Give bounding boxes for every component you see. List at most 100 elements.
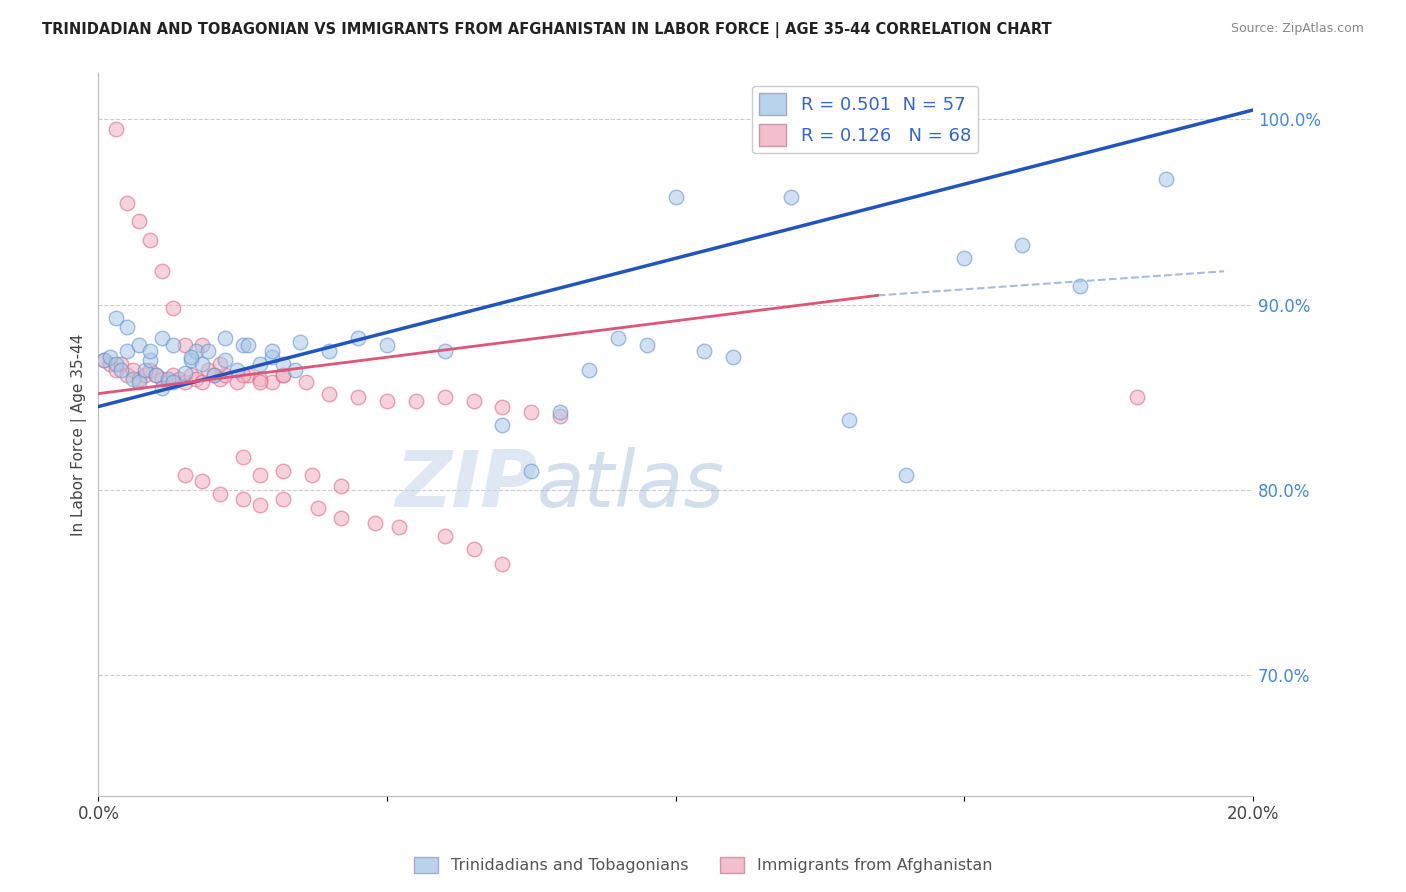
Point	[780, 190, 803, 204]
Point	[162, 338, 184, 352]
Point	[174, 468, 197, 483]
Point	[463, 542, 485, 557]
Point	[115, 319, 138, 334]
Point	[225, 376, 247, 390]
Point	[186, 343, 208, 358]
Point	[134, 362, 156, 376]
Point	[145, 368, 167, 382]
Point	[214, 331, 236, 345]
Point	[134, 368, 156, 382]
Point	[104, 357, 127, 371]
Text: ZIP: ZIP	[395, 447, 537, 523]
Point	[150, 264, 173, 278]
Point	[295, 376, 318, 390]
Point	[318, 343, 340, 358]
Point	[128, 372, 150, 386]
Point	[156, 376, 179, 390]
Point	[271, 492, 294, 507]
Legend: Trinidadians and Tobagonians, Immigrants from Afghanistan: Trinidadians and Tobagonians, Immigrants…	[408, 850, 998, 880]
Point	[191, 474, 214, 488]
Point	[197, 362, 219, 376]
Point	[104, 362, 127, 376]
Point	[139, 353, 162, 368]
Point	[214, 368, 236, 382]
Point	[723, 350, 745, 364]
Point	[271, 357, 294, 371]
Point	[238, 338, 260, 352]
Point	[260, 350, 283, 364]
Point	[491, 557, 513, 571]
Point	[665, 190, 688, 204]
Point	[260, 376, 283, 390]
Point	[953, 252, 976, 266]
Point	[115, 368, 138, 382]
Point	[115, 195, 138, 210]
Point	[139, 343, 162, 358]
Point	[520, 405, 543, 419]
Point	[578, 362, 600, 376]
Point	[208, 486, 231, 500]
Point	[93, 353, 115, 368]
Point	[433, 390, 456, 404]
Point	[174, 366, 197, 380]
Point	[318, 386, 340, 401]
Point	[191, 376, 214, 390]
Point	[150, 372, 173, 386]
Point	[375, 338, 398, 352]
Point	[271, 368, 294, 382]
Point	[1126, 390, 1149, 404]
Point	[1154, 171, 1177, 186]
Point	[180, 368, 202, 382]
Point	[433, 343, 456, 358]
Point	[896, 468, 918, 483]
Point	[249, 372, 271, 386]
Point	[249, 376, 271, 390]
Point	[145, 368, 167, 382]
Point	[347, 331, 370, 345]
Point	[128, 338, 150, 352]
Point	[174, 376, 197, 390]
Point	[520, 465, 543, 479]
Point	[232, 368, 254, 382]
Point	[150, 381, 173, 395]
Point	[232, 450, 254, 464]
Point	[375, 394, 398, 409]
Point	[249, 498, 271, 512]
Point	[347, 390, 370, 404]
Point	[202, 368, 225, 382]
Point	[104, 310, 127, 325]
Point	[491, 418, 513, 433]
Text: Source: ZipAtlas.com: Source: ZipAtlas.com	[1230, 22, 1364, 36]
Point	[249, 468, 271, 483]
Point	[232, 338, 254, 352]
Point	[156, 372, 179, 386]
Point	[606, 331, 628, 345]
Point	[329, 510, 352, 524]
Legend: R = 0.501  N = 57, R = 0.126   N = 68: R = 0.501 N = 57, R = 0.126 N = 68	[752, 86, 979, 153]
Point	[301, 468, 323, 483]
Point	[150, 331, 173, 345]
Point	[98, 357, 121, 371]
Point	[208, 372, 231, 386]
Point	[636, 338, 658, 352]
Point	[463, 394, 485, 409]
Point	[128, 214, 150, 228]
Point	[104, 121, 127, 136]
Point	[548, 405, 571, 419]
Point	[197, 343, 219, 358]
Text: TRINIDADIAN AND TOBAGONIAN VS IMMIGRANTS FROM AFGHANISTAN IN LABOR FORCE | AGE 3: TRINIDADIAN AND TOBAGONIAN VS IMMIGRANTS…	[42, 22, 1052, 38]
Point	[838, 412, 860, 426]
Point	[249, 357, 271, 371]
Point	[307, 501, 329, 516]
Point	[186, 372, 208, 386]
Point	[433, 529, 456, 543]
Point	[115, 343, 138, 358]
Point	[139, 362, 162, 376]
Point	[98, 350, 121, 364]
Point	[271, 465, 294, 479]
Point	[238, 368, 260, 382]
Point	[405, 394, 427, 409]
Point	[162, 301, 184, 316]
Text: atlas: atlas	[537, 447, 725, 523]
Point	[491, 400, 513, 414]
